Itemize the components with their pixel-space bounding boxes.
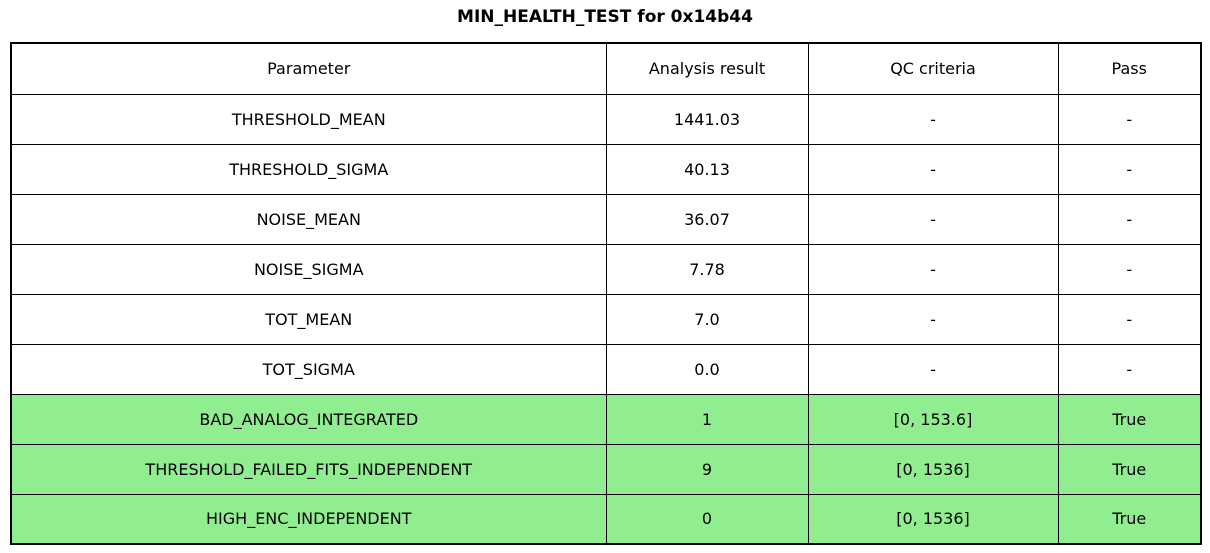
table-row: TOT_SIGMA 0.0 - - bbox=[10, 343, 1202, 395]
analysis-result-cell: 40.13 bbox=[605, 143, 809, 195]
table-row: TOT_MEAN 7.0 - - bbox=[10, 293, 1202, 345]
analysis-result-cell: 1441.03 bbox=[605, 93, 809, 145]
analysis-result-cell: 7.78 bbox=[605, 243, 809, 295]
analysis-result-cell: 36.07 bbox=[605, 193, 809, 245]
column-header-qc-criteria: QC criteria bbox=[807, 42, 1059, 95]
pass-cell: - bbox=[1057, 193, 1202, 245]
chart-title: MIN_HEALTH_TEST for 0x14b44 bbox=[457, 7, 753, 27]
parameter-cell: NOISE_SIGMA bbox=[10, 243, 607, 295]
pass-cell: - bbox=[1057, 293, 1202, 345]
qc-criteria-cell: - bbox=[807, 343, 1059, 395]
qc-results-table: Parameter Analysis result QC criteria Pa… bbox=[10, 42, 1202, 545]
parameter-cell: THRESHOLD_FAILED_FITS_INDEPENDENT bbox=[10, 443, 607, 495]
parameter-cell: HIGH_ENC_INDEPENDENT bbox=[10, 493, 607, 545]
analysis-result-cell: 1 bbox=[605, 393, 809, 445]
qc-criteria-cell: [0, 1536] bbox=[807, 443, 1059, 495]
table-row: NOISE_SIGMA 7.78 - - bbox=[10, 243, 1202, 295]
qc-criteria-cell: [0, 153.6] bbox=[807, 393, 1059, 445]
pass-cell: - bbox=[1057, 343, 1202, 395]
column-header-pass: Pass bbox=[1057, 42, 1202, 95]
pass-cell: True bbox=[1057, 443, 1202, 495]
parameter-cell: TOT_SIGMA bbox=[10, 343, 607, 395]
qc-criteria-cell: - bbox=[807, 143, 1059, 195]
analysis-result-cell: 0 bbox=[605, 493, 809, 545]
table-row: HIGH_ENC_INDEPENDENT 0 [0, 1536] True bbox=[10, 493, 1202, 545]
parameter-cell: TOT_MEAN bbox=[10, 293, 607, 345]
table-header-row: Parameter Analysis result QC criteria Pa… bbox=[10, 42, 1202, 95]
table-row: THRESHOLD_SIGMA 40.13 - - bbox=[10, 143, 1202, 195]
parameter-cell: THRESHOLD_MEAN bbox=[10, 93, 607, 145]
column-header-analysis-result: Analysis result bbox=[605, 42, 809, 95]
qc-criteria-cell: [0, 1536] bbox=[807, 493, 1059, 545]
parameter-cell: NOISE_MEAN bbox=[10, 193, 607, 245]
analysis-result-cell: 0.0 bbox=[605, 343, 809, 395]
analysis-result-cell: 9 bbox=[605, 443, 809, 495]
table-row: THRESHOLD_MEAN 1441.03 - - bbox=[10, 93, 1202, 145]
parameter-cell: BAD_ANALOG_INTEGRATED bbox=[10, 393, 607, 445]
pass-cell: - bbox=[1057, 93, 1202, 145]
table-row: THRESHOLD_FAILED_FITS_INDEPENDENT 9 [0, … bbox=[10, 443, 1202, 495]
pass-cell: True bbox=[1057, 393, 1202, 445]
column-header-parameter: Parameter bbox=[10, 42, 607, 95]
qc-criteria-cell: - bbox=[807, 243, 1059, 295]
analysis-result-cell: 7.0 bbox=[605, 293, 809, 345]
pass-cell: - bbox=[1057, 143, 1202, 195]
qc-criteria-cell: - bbox=[807, 193, 1059, 245]
qc-criteria-cell: - bbox=[807, 93, 1059, 145]
parameter-cell: THRESHOLD_SIGMA bbox=[10, 143, 607, 195]
pass-cell: True bbox=[1057, 493, 1202, 545]
table-row: BAD_ANALOG_INTEGRATED 1 [0, 153.6] True bbox=[10, 393, 1202, 445]
table-row: NOISE_MEAN 36.07 - - bbox=[10, 193, 1202, 245]
pass-cell: - bbox=[1057, 243, 1202, 295]
qc-criteria-cell: - bbox=[807, 293, 1059, 345]
